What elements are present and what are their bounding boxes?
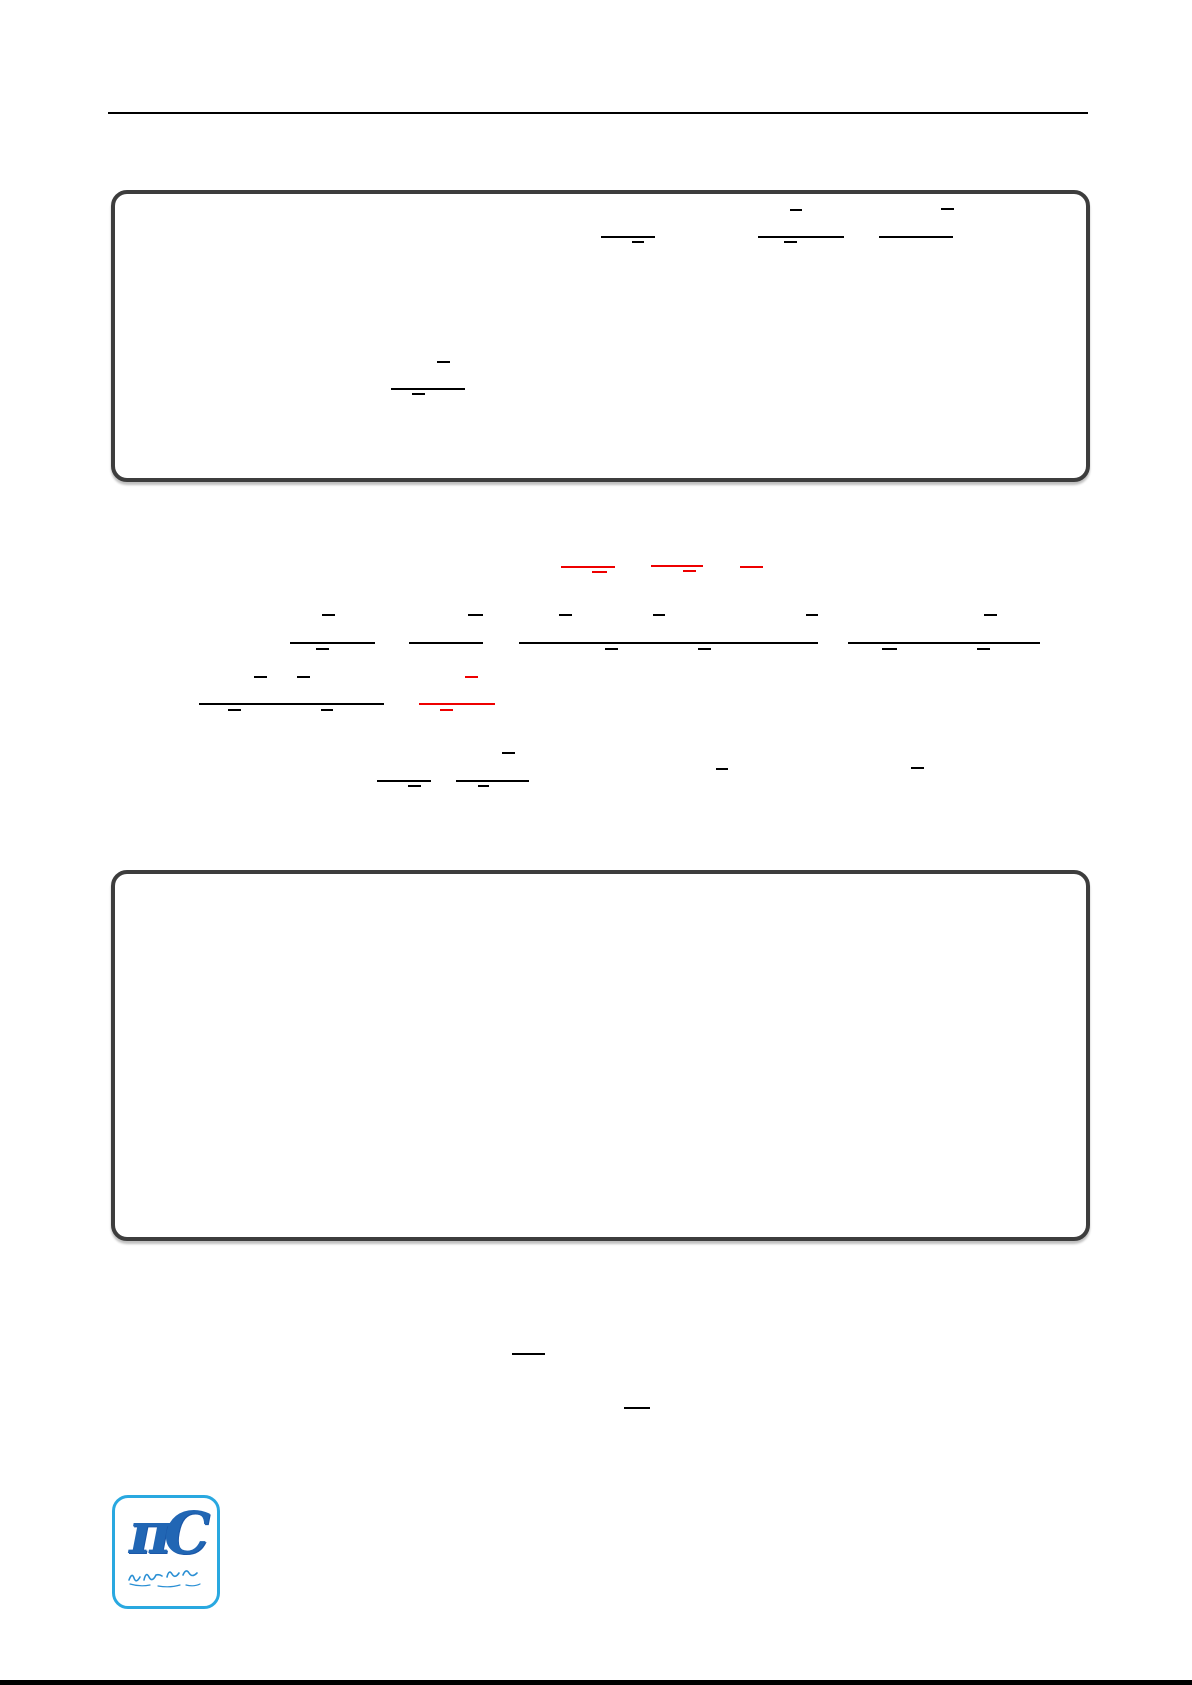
dash-mark: [716, 768, 728, 770]
red-dash-mark: [440, 709, 453, 711]
fraction-bar: [409, 642, 483, 644]
fraction-bar: [848, 642, 1040, 644]
dash-mark: [977, 648, 990, 650]
red-dash-mark: [592, 571, 607, 573]
dash-mark: [478, 785, 489, 787]
dash-mark: [408, 785, 421, 787]
dash-mark: [502, 752, 515, 754]
dash-mark: [984, 614, 997, 616]
fraction-bar: [456, 780, 529, 782]
dash-mark: [468, 614, 483, 616]
fraction-bar: [199, 703, 384, 705]
red-fraction-bar: [740, 566, 763, 568]
dash-mark: [698, 648, 711, 650]
fraction-bar: [377, 780, 431, 782]
red-fraction-bar: [651, 565, 703, 567]
callout-box-bottom: [111, 870, 1090, 1241]
dash-mark: [316, 648, 329, 650]
dash-mark: [559, 614, 572, 616]
fraction-bar: [624, 1407, 650, 1409]
dash-mark: [653, 614, 665, 616]
dash-mark: [806, 614, 818, 616]
logo-script-squiggle: [128, 1570, 201, 1588]
red-dash-mark: [683, 570, 696, 572]
dash-mark: [297, 676, 310, 678]
header-rule: [108, 112, 1088, 114]
dash-mark: [605, 648, 618, 650]
dash-mark: [882, 648, 897, 650]
dash-mark: [321, 709, 333, 711]
fraction-bar: [519, 642, 818, 644]
dash-mark: [228, 709, 241, 711]
logo-monogram: πC: [128, 1499, 211, 1567]
footer-rule: [0, 1680, 1192, 1685]
pi-c-logo: πC: [112, 1495, 220, 1609]
dash-mark: [322, 614, 335, 616]
dash-mark: [911, 767, 924, 769]
fraction-bar: [512, 1353, 545, 1355]
red-dash-mark: [465, 676, 478, 678]
red-fraction-bar: [419, 703, 495, 705]
fraction-bar: [290, 642, 375, 644]
dash-mark: [254, 676, 267, 678]
callout-box-top: [111, 190, 1090, 482]
red-fraction-bar: [561, 566, 615, 568]
